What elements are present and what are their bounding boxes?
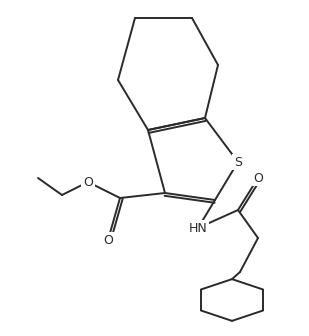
Text: O: O [253,171,263,184]
Text: O: O [83,175,93,188]
Text: O: O [103,234,113,247]
Text: HN: HN [188,221,207,235]
Text: S: S [234,156,242,168]
